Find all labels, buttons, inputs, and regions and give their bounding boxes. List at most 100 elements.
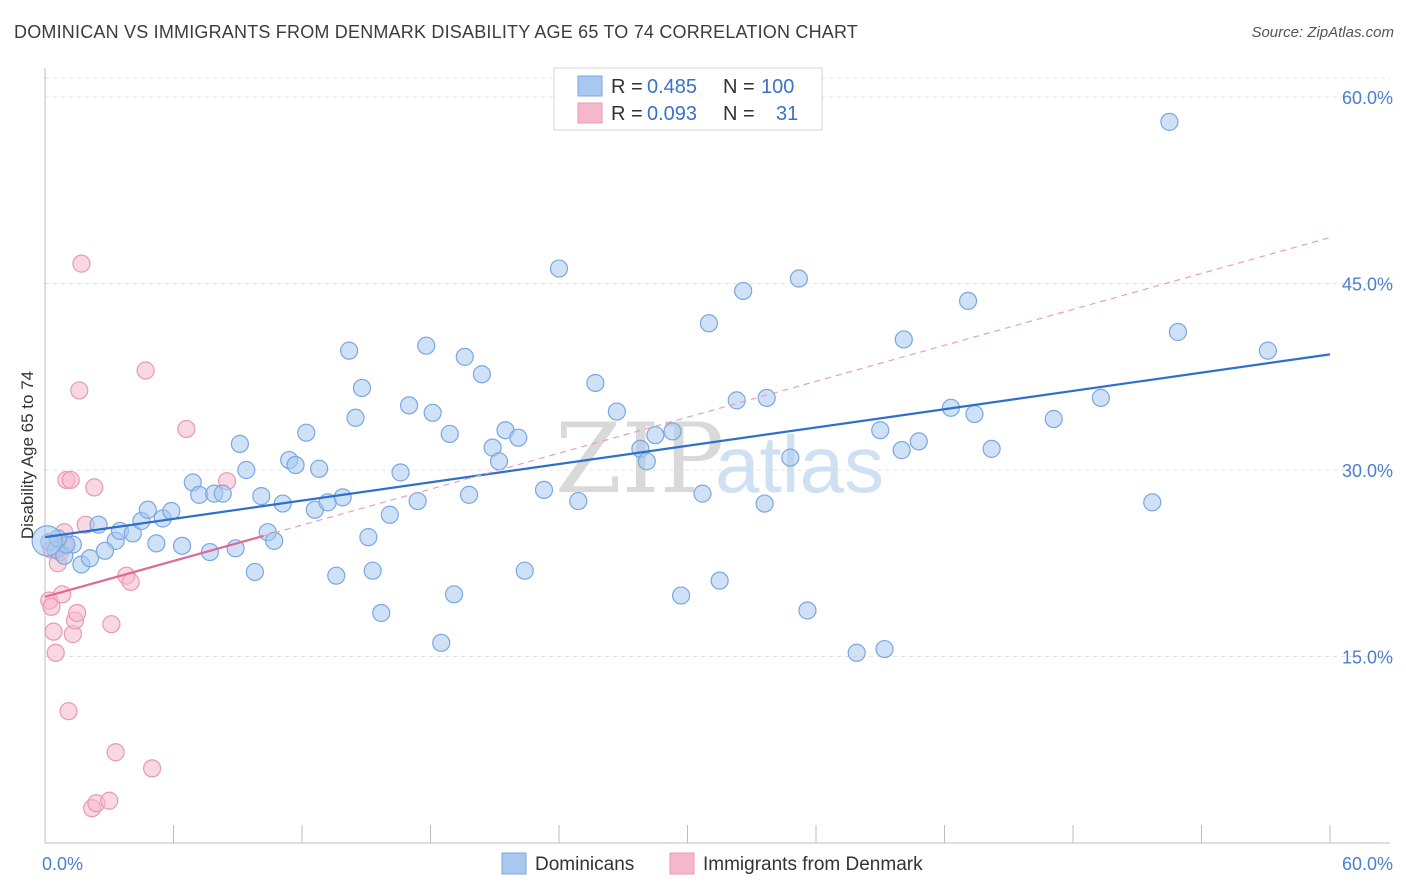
watermark-atlas: atlas [715, 420, 884, 509]
dominicans-point [399, 396, 419, 415]
legend-n-label-2: N = [723, 103, 755, 125]
dominicans-point [727, 391, 746, 410]
axes [44, 68, 1390, 844]
dominicans-point [909, 432, 928, 451]
y-tick-labels: 15.0% 30.0% 45.0% 60.0% [1342, 88, 1393, 668]
legend-r-value-2: 0.093 [647, 103, 697, 125]
dominicans-point [958, 291, 978, 311]
denmark-trend-extension [263, 236, 1331, 537]
source-label: Source: ZipAtlas.com [1251, 24, 1394, 41]
dominicans-point [982, 439, 1001, 458]
dominicans-point [95, 541, 115, 560]
dominicans-point [440, 424, 459, 444]
trend-lines [44, 236, 1331, 598]
dominicans-point [237, 460, 256, 480]
denmark-point [42, 597, 61, 616]
y-tick-label: 60.0% [1342, 88, 1393, 108]
dominicans-point [734, 281, 753, 301]
dominicans-point [333, 488, 352, 507]
denmark-point [121, 572, 140, 592]
x-tick-labels: 0.0% 60.0% [42, 854, 1393, 874]
dominicans-point [586, 373, 605, 393]
dominicans-point [1091, 388, 1110, 407]
x-tick-label: 60.0% [1342, 854, 1393, 874]
dominicans-point [459, 485, 479, 504]
series-dominicans-points [31, 112, 1277, 662]
dominicans-point [147, 534, 166, 553]
dominicans-point [380, 505, 399, 524]
y-axis-label: Disability Age 65 to 74 [18, 371, 37, 539]
denmark-point [72, 254, 91, 273]
dominicans-point [757, 388, 776, 407]
dominicans-trend-line [44, 353, 1331, 539]
denmark-point [68, 603, 87, 623]
legend-swatch-dominicans [577, 75, 603, 97]
dominicans-point [417, 336, 436, 355]
dominicans-point [213, 484, 232, 503]
dominicans-point [965, 404, 984, 424]
dominicans-point [871, 421, 890, 440]
legend-swatch-denmark [577, 102, 603, 124]
dominicans-point [432, 633, 451, 652]
y-tick-label: 15.0% [1342, 648, 1393, 668]
dominicans-point [607, 402, 626, 421]
y-tick-label: 30.0% [1342, 461, 1393, 481]
bottom-legend-label-denmark: Immigrants from Denmark [703, 854, 923, 875]
legend-n-label-1: N = [723, 76, 755, 98]
dominicans-point [472, 365, 491, 384]
legend-r-label-2: R = [611, 103, 643, 125]
dominicans-point [1044, 409, 1063, 429]
bottom-legend-label-dominicans: Dominicans [535, 854, 634, 875]
denmark-point [100, 791, 119, 810]
denmark-point [61, 470, 80, 490]
dominicans-point [391, 463, 410, 482]
dominicans-point [80, 549, 100, 568]
bottom-legend-swatch-dominicans [501, 852, 527, 875]
dominicans-point [1160, 112, 1179, 131]
denmark-point [106, 743, 125, 762]
dominicans-point [569, 491, 588, 511]
dominicans-point [230, 434, 249, 453]
dominicans-point [875, 639, 894, 659]
denmark-point [59, 702, 78, 721]
dominicans-point [138, 500, 157, 519]
dominicans-point-cluster [31, 525, 63, 557]
dominicans-point [286, 455, 305, 475]
denmark-point [177, 419, 196, 439]
legend-n-value-1: 100 [761, 76, 794, 98]
denmark-point [85, 478, 104, 497]
dominicans-point [755, 494, 774, 513]
dominicans-point [663, 422, 682, 441]
dominicans-point [894, 330, 913, 349]
dominicans-point [363, 561, 382, 580]
bottom-legend-swatch-denmark [669, 852, 695, 875]
dominicans-point [671, 586, 691, 605]
denmark-point [142, 759, 162, 778]
dominicans-point [310, 459, 329, 478]
dominicans-point [297, 423, 316, 442]
dominicans-point [340, 341, 359, 360]
legend-r-value-1: 0.485 [647, 76, 697, 98]
dominicans-point [245, 562, 264, 582]
dominicans-point [423, 403, 442, 422]
dominicans-point [534, 480, 554, 499]
dominicans-point [710, 571, 729, 590]
y-tick-label: 45.0% [1342, 275, 1393, 295]
dominicans-point [327, 566, 346, 585]
dominicans-point [172, 536, 192, 555]
denmark-point [70, 381, 89, 400]
dominicans-point [847, 643, 866, 662]
chart-title: DOMINICAN VS IMMIGRANTS FROM DENMARK DIS… [14, 22, 859, 42]
dominicans-point [699, 314, 719, 333]
dominicans-point [549, 259, 569, 278]
dominicans-point [1258, 341, 1277, 360]
legend-top: R = 0.485 N = 100 R = 0.093 N = 31 [553, 67, 823, 131]
denmark-point [136, 361, 155, 380]
dominicans-point [252, 487, 271, 506]
legend-bottom: Dominicans Immigrants from Denmark [501, 852, 923, 875]
dominicans-point [1143, 493, 1162, 512]
legend-r-label-1: R = [611, 76, 643, 98]
dominicans-point [693, 484, 712, 503]
legend-n-value-2: 31 [776, 103, 798, 125]
